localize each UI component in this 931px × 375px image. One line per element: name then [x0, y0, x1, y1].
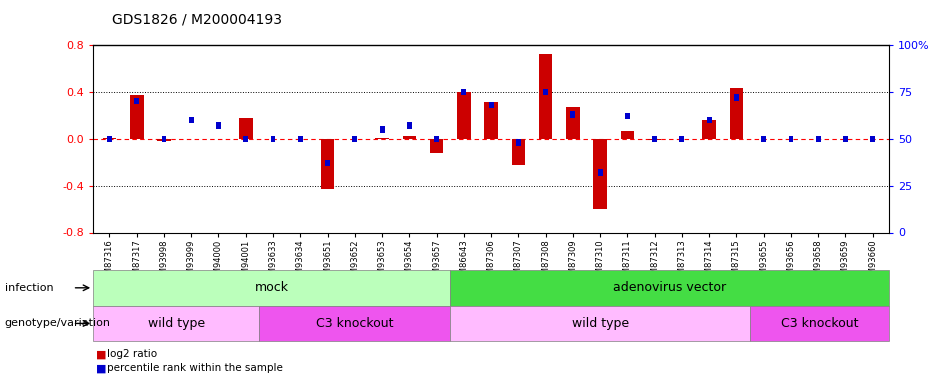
- Text: ■: ■: [96, 350, 106, 359]
- Bar: [375, 138, 389, 139]
- Text: GDS1826 / M200004193: GDS1826 / M200004193: [112, 12, 282, 26]
- Bar: [789, 135, 793, 142]
- Bar: [93, 306, 260, 341]
- Bar: [762, 135, 766, 142]
- Bar: [325, 160, 330, 166]
- Bar: [451, 306, 750, 341]
- Bar: [816, 135, 821, 142]
- Bar: [298, 135, 303, 142]
- Bar: [161, 135, 167, 142]
- Bar: [451, 270, 889, 306]
- Bar: [730, 88, 743, 139]
- Bar: [157, 139, 170, 141]
- Text: log2 ratio: log2 ratio: [107, 350, 157, 359]
- Bar: [102, 138, 116, 139]
- Bar: [216, 122, 221, 129]
- Bar: [380, 126, 385, 133]
- Bar: [352, 135, 358, 142]
- Bar: [593, 139, 607, 209]
- Bar: [516, 139, 520, 146]
- Bar: [680, 135, 684, 142]
- Bar: [457, 92, 471, 139]
- Text: C3 knockout: C3 knockout: [316, 317, 394, 330]
- Bar: [598, 169, 602, 176]
- Bar: [648, 139, 662, 140]
- Text: percentile rank within the sample: percentile rank within the sample: [107, 363, 283, 373]
- Bar: [320, 139, 334, 189]
- Bar: [430, 139, 443, 153]
- Bar: [484, 102, 498, 139]
- Bar: [134, 98, 139, 105]
- Text: adenovirus vector: adenovirus vector: [614, 281, 726, 294]
- Bar: [511, 139, 525, 165]
- Bar: [93, 270, 451, 306]
- Text: infection: infection: [5, 283, 53, 293]
- Bar: [260, 306, 451, 341]
- Bar: [189, 117, 194, 123]
- Bar: [566, 107, 580, 139]
- Bar: [653, 135, 657, 142]
- Text: ■: ■: [96, 363, 106, 373]
- Bar: [707, 117, 711, 123]
- Bar: [843, 135, 848, 142]
- Text: mock: mock: [255, 281, 289, 294]
- Bar: [625, 113, 630, 120]
- Bar: [107, 135, 112, 142]
- Bar: [243, 135, 249, 142]
- Text: wild type: wild type: [572, 317, 628, 330]
- Bar: [489, 102, 493, 108]
- Text: wild type: wild type: [148, 317, 205, 330]
- Bar: [870, 135, 875, 142]
- Bar: [621, 130, 634, 139]
- Bar: [543, 88, 548, 95]
- Text: genotype/variation: genotype/variation: [5, 318, 111, 328]
- Text: C3 knockout: C3 knockout: [781, 317, 858, 330]
- Bar: [702, 120, 716, 139]
- Bar: [271, 135, 276, 142]
- Bar: [539, 54, 552, 139]
- Bar: [402, 136, 416, 139]
- Bar: [407, 122, 412, 129]
- Bar: [130, 95, 143, 139]
- Bar: [434, 135, 439, 142]
- Bar: [571, 111, 575, 118]
- Bar: [462, 88, 466, 95]
- Bar: [750, 306, 889, 341]
- Bar: [239, 118, 252, 139]
- Bar: [734, 94, 739, 101]
